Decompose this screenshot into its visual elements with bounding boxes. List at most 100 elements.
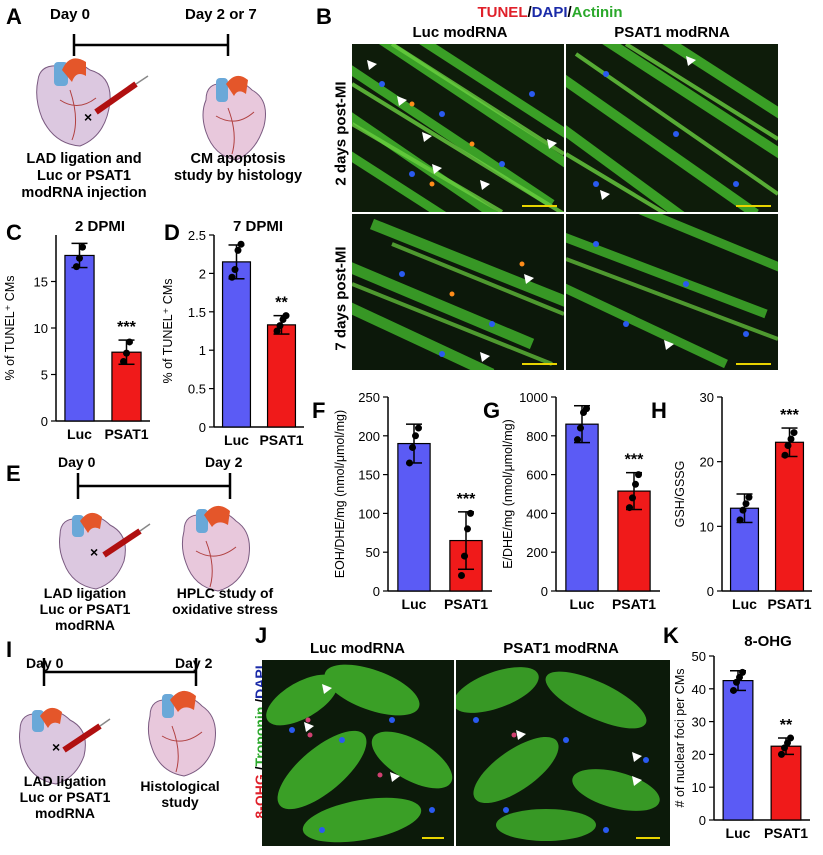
y-tick-label: 0	[707, 584, 714, 599]
data-point	[577, 424, 584, 432]
data-point	[126, 338, 133, 346]
panel-e-caption-right: HPLC study of oxidative stress	[172, 585, 278, 617]
bar-luc	[397, 442, 431, 592]
panel-a-timeline: ×	[36, 34, 266, 161]
bar-chart-e-dhe: 0 200 400 600 800 1000 E/DHE/mg (nmol/μmol/mg)…	[501, 390, 660, 612]
panel-e-caption-left: LAD ligation Luc or PSAT1 modRNA	[39, 585, 131, 633]
chart-title: 7 DPMI	[233, 218, 283, 235]
y-axis-label: # of nuclear foci per CMs	[673, 669, 687, 808]
y-tick-label: 0	[699, 813, 706, 828]
data-point	[739, 506, 747, 514]
data-point	[415, 424, 422, 432]
data-point	[787, 435, 795, 443]
panel-label-b: B	[316, 4, 332, 29]
y-tick-label: 40	[692, 682, 706, 697]
panel-label-i: I	[6, 637, 13, 662]
bar-luc	[565, 423, 599, 592]
x-tick-label-psat1: PSAT1	[104, 426, 148, 442]
bar-psat1	[266, 324, 297, 428]
j-column-label-luc: Luc modRNA	[310, 640, 405, 657]
heart-injection-icon: ×	[36, 58, 149, 147]
bar-chart-8ohg: 0 10 20 30 40 50 # of nuclear foci per CMs 8-OH…	[673, 633, 810, 841]
y-tick-label: 1000	[519, 390, 548, 405]
panel-i-caption-right: Histological study	[140, 778, 220, 810]
data-point	[273, 327, 281, 335]
panel-label-c: C	[6, 220, 22, 245]
data-point	[464, 525, 471, 533]
bar-psat1	[774, 441, 805, 592]
data-point	[79, 243, 86, 251]
heart-icon	[147, 690, 216, 777]
significance-marker: ***	[117, 319, 136, 336]
x-tick-label-psat1: PSAT1	[764, 825, 808, 841]
y-tick-label: 1.5	[188, 305, 206, 320]
panel-e-day-end: Day 2	[205, 454, 243, 470]
panel-i-day-start: Day 0	[26, 655, 64, 671]
panel-a-caption-left: LAD ligation and Luc or PSAT1 modRNA injec…	[21, 151, 147, 201]
bar-psat1	[770, 745, 802, 821]
stain-legend: TUNEL/DAPI/Actinin	[477, 4, 623, 21]
significance-marker: **	[780, 717, 793, 734]
y-tick-label: 50	[692, 649, 706, 664]
data-point	[583, 405, 590, 413]
data-point	[412, 432, 419, 440]
heart-icon	[202, 75, 266, 161]
data-point	[228, 273, 236, 281]
x-tick-label-luc: Luc	[732, 596, 757, 612]
y-tick-label: 0	[541, 584, 548, 599]
y-tick-label: 10	[692, 780, 706, 795]
data-point	[120, 357, 127, 365]
panel-label-f: F	[312, 398, 326, 423]
micrograph-j-luc	[262, 660, 454, 846]
micrograph-luc-7days	[352, 214, 564, 370]
data-point	[123, 349, 130, 357]
y-tick-label: 0.5	[188, 382, 206, 397]
y-tick-label: 0	[373, 584, 380, 599]
y-tick-label: 600	[526, 468, 548, 483]
x-tick-label-psat1: PSAT1	[259, 432, 303, 448]
significance-marker: ***	[625, 452, 644, 469]
column-label-psat1: PSAT1 modRNA	[614, 24, 730, 41]
bar-luc	[722, 679, 754, 821]
bar-chart-7dpmi: 0 0.5 1 1.5 2 2.5 % of TUNEL⁺ CMs 7 DPMI Luc PSAT…	[161, 218, 304, 448]
svg-text:×: ×	[84, 109, 92, 125]
y-tick-label: 10	[700, 519, 714, 534]
x-tick-label-psat1: PSAT1	[612, 596, 656, 612]
data-point	[231, 266, 239, 274]
bar-luc	[64, 254, 95, 422]
y-tick-label: 100	[358, 506, 380, 521]
data-point	[276, 322, 284, 330]
panel-a-day-start: Day 0	[50, 6, 91, 23]
micrograph-psat1-2days	[566, 44, 778, 212]
y-tick-label: 150	[358, 468, 380, 483]
y-axis-label: GSH/GSSG	[673, 461, 687, 528]
data-point	[736, 516, 744, 524]
panel-label-h: H	[651, 398, 667, 423]
y-tick-label: 30	[692, 715, 706, 730]
heart-injection-icon: ×	[19, 707, 111, 785]
y-axis-label: EOH/DHE/mg (nmol/μmol/mg)	[333, 410, 347, 578]
bar-chart-gsh-gssg: 0 10 20 30 GSH/GSSG Luc PSAT1 ***	[673, 390, 812, 612]
data-point	[778, 750, 785, 758]
x-tick-label-luc: Luc	[224, 432, 249, 448]
column-label-luc: Luc modRNA	[412, 24, 508, 41]
panel-label-d: D	[164, 220, 180, 245]
micrograph-psat1-7days	[566, 214, 778, 370]
data-point	[739, 668, 746, 676]
y-tick-label: 0	[199, 420, 206, 435]
data-point	[787, 734, 794, 742]
panel-i-day-end: Day 2	[175, 655, 213, 671]
data-point	[409, 443, 416, 451]
svg-text:×: ×	[90, 544, 98, 560]
y-tick-label: 10	[34, 321, 48, 336]
chart-title: 2 DPMI	[75, 218, 125, 235]
data-point	[458, 571, 465, 579]
significance-marker: ***	[457, 491, 476, 508]
data-point	[626, 504, 633, 512]
bar-luc	[221, 261, 252, 428]
x-tick-label-luc: Luc	[402, 596, 427, 612]
data-point	[73, 263, 80, 271]
y-tick-label: 2	[199, 266, 206, 281]
significance-marker: ***	[780, 407, 799, 424]
y-tick-label: 1	[199, 343, 206, 358]
